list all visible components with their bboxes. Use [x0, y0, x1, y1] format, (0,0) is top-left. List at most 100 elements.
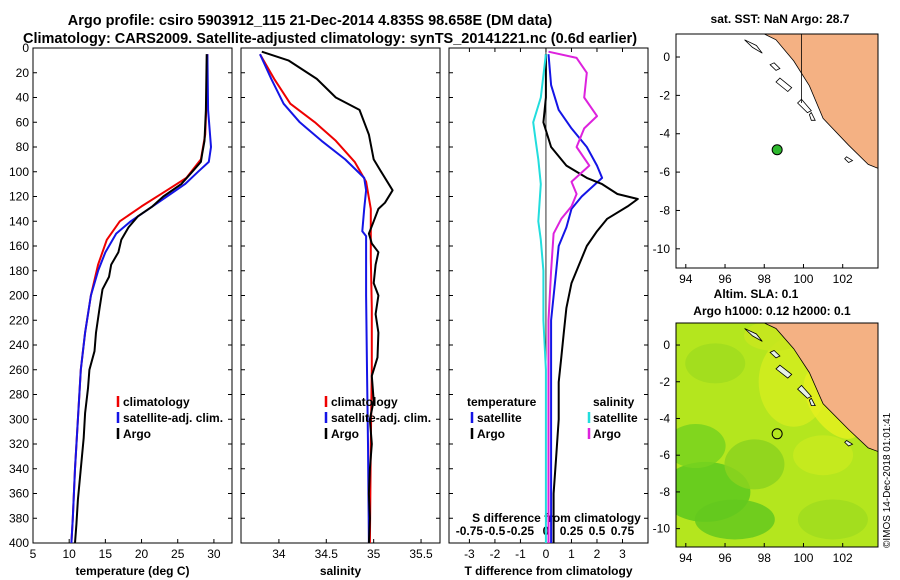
x-tick-label: 30: [207, 547, 221, 561]
x-tick-label: 100: [793, 551, 813, 565]
y-tick-label: 0: [663, 50, 670, 64]
x-tick-label: 1: [568, 547, 575, 561]
y-tick-label: 100: [9, 165, 29, 179]
sla-patch: [724, 439, 785, 490]
y-tick-label: 180: [9, 264, 29, 278]
y-tick-label: 80: [16, 140, 30, 154]
x-tick-label: 5: [30, 547, 37, 561]
sla-patch: [797, 499, 868, 540]
x-axis-label: salinity: [320, 564, 362, 578]
difference-panel: -3 -2 -1 0 1 2 3-0.75 -0.5 -0.25 0 0.25 0.5 0.75S di…: [448, 47, 649, 578]
island: [797, 384, 812, 399]
x-tick-label: 100: [793, 272, 813, 286]
x-tick-label: 98: [758, 551, 772, 565]
land-sumatra: [764, 323, 878, 452]
series-line-satellite-adj-clim-: [259, 53, 370, 544]
series-line-argo: [74, 54, 208, 544]
y-tick-label: -4: [659, 127, 670, 141]
y-tick-label: 120: [9, 190, 29, 204]
y-tick-label: 220: [9, 313, 29, 327]
x-tick-label: 25: [171, 547, 185, 561]
temperature-panel: 5 10 15 20 25 3002040608010012014016018020022…: [9, 41, 233, 578]
y-tick-label: 320: [9, 437, 29, 451]
figure-title-line1: Argo profile: csiro 5903912_115 21-Dec-2…: [68, 13, 553, 29]
land-sumatra: [764, 34, 878, 169]
y-tick-label: 340: [9, 462, 29, 476]
map-frame: [675, 33, 879, 269]
x-tick-label: 96: [718, 272, 732, 286]
map-content: [676, 323, 878, 547]
island: [744, 39, 763, 54]
y-tick-label: 400: [9, 536, 29, 550]
legend-label: Argo: [477, 427, 505, 441]
x-tick-label: 20: [135, 547, 149, 561]
sla-patch: [793, 435, 854, 476]
x-tick-label: 34.5: [315, 547, 339, 561]
x-tick-label: -1: [515, 547, 526, 561]
legend-label: Argo: [123, 427, 151, 441]
island: [797, 98, 812, 114]
y-tick-label: -8: [659, 485, 670, 499]
island: [744, 328, 763, 342]
y-tick-label: 60: [16, 115, 30, 129]
map-frame: [675, 322, 879, 548]
y-tick-label: 300: [9, 412, 29, 426]
x-tick-label: 34: [272, 547, 286, 561]
legend-label: satellite-adj. clim.: [331, 411, 431, 425]
top-tick-label: -0.75: [456, 524, 484, 538]
x-tick-label: -3: [464, 547, 475, 561]
argo-location-marker: [771, 428, 783, 440]
island: [808, 397, 816, 406]
top-tick-label: 0.75: [611, 524, 635, 538]
y-tick-label: -10: [653, 522, 671, 536]
y-tick-label: -2: [659, 375, 670, 389]
series-line-climatology: [259, 53, 373, 544]
x-tick-label: 96: [718, 551, 732, 565]
x-tick-label: 3: [619, 547, 626, 561]
y-tick-label: 0: [663, 338, 670, 352]
legend-label: climatology: [123, 395, 190, 409]
legend-label: climatology: [331, 395, 398, 409]
x-tick-label: 2: [594, 547, 601, 561]
y-tick-label: 160: [9, 239, 29, 253]
y-tick-label: 380: [9, 511, 29, 525]
legend-label: satellite: [477, 411, 522, 425]
legend-title-salinity: salinity: [593, 395, 635, 409]
figure-title-line2: Climatology: CARS2009. Satellite-adjuste…: [23, 31, 637, 47]
legend-label: satellite-adj. clim.: [123, 411, 223, 425]
series-line-s-argo: [547, 50, 598, 543]
y-tick-label: -6: [659, 448, 670, 462]
x-tick-label: 98: [758, 272, 772, 286]
y-tick-label: 20: [16, 66, 30, 80]
map-subtitle: Argo h1000: 0.12 h2000: 0.1: [693, 304, 851, 318]
island: [775, 364, 793, 379]
y-tick-label: 200: [9, 289, 29, 303]
series-line-argo: [261, 50, 394, 544]
salinity-panel: 34 34.5 35 35.5 salinity climatology satellite…: [240, 47, 441, 578]
y-tick-label: -6: [659, 165, 670, 179]
top-tick-label: 0.25: [560, 524, 584, 538]
series-line-t-satellite: [547, 54, 604, 543]
y-tick-label: -8: [659, 203, 670, 217]
island: [844, 156, 854, 163]
plot-frame: [240, 47, 441, 544]
island: [775, 77, 793, 93]
y-tick-label: 0: [22, 41, 29, 55]
x-axis-label: T difference from climatology: [464, 564, 632, 578]
argo-location-marker: [771, 144, 783, 156]
copyright-stamp: ©IMOS 14-Dec-2018 01:01:41: [882, 412, 893, 548]
x-tick-label: 0: [543, 547, 550, 561]
top-tick-label: 0.5: [589, 524, 606, 538]
sla-patch: [676, 424, 726, 469]
sla-map-panel: 94 96 98 100 102 0 -2 -4 -6 -8 -10 Altim. SLA: 0.1 A…: [653, 287, 879, 565]
island: [808, 111, 816, 121]
top-tick-label: -0.25: [507, 524, 535, 538]
y-tick-label: 240: [9, 338, 29, 352]
x-tick-label: 102: [833, 272, 853, 286]
plot-frame: [32, 47, 233, 544]
island: [769, 62, 781, 71]
x-axis-label: temperature (deg C): [75, 564, 189, 578]
legend-label: satellite: [593, 411, 638, 425]
map-title: sat. SST: NaN Argo: 28.7: [711, 12, 850, 26]
